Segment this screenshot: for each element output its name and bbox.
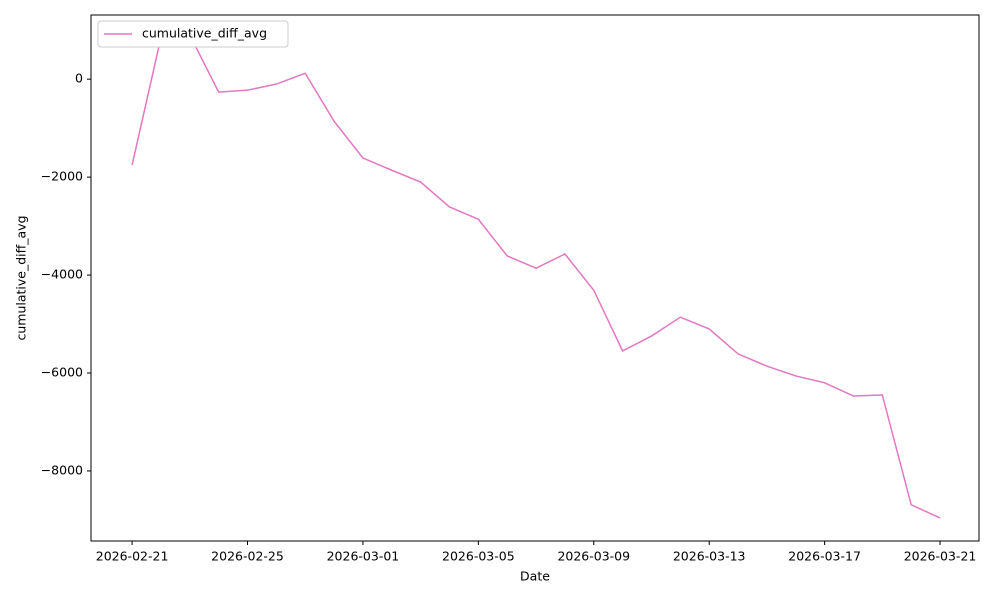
y-tick-label: −6000 — [41, 365, 83, 380]
x-tick-label: 2026-03-21 — [904, 549, 977, 564]
x-tick-label: 2026-02-25 — [211, 549, 284, 564]
legend-box — [97, 20, 289, 48]
y-tick-label: 0 — [75, 71, 83, 86]
y-tick-label: −8000 — [41, 462, 83, 477]
x-tick-label: 2026-03-13 — [673, 549, 746, 564]
line-series — [131, 34, 941, 519]
x-tick-label: 2026-03-01 — [327, 549, 400, 564]
plot-frame — [90, 14, 980, 542]
x-axis-label: Date — [520, 569, 550, 584]
x-tick-label: 2026-03-05 — [442, 549, 515, 564]
y-tick-label: −4000 — [41, 267, 83, 282]
y-tick-label: −2000 — [41, 169, 83, 184]
y-axis-label: cumulative_diff_avg — [14, 216, 29, 341]
x-tick-label: 2026-02-21 — [96, 549, 169, 564]
x-tick-label: 2026-03-09 — [557, 549, 630, 564]
x-tick-label: 2026-03-17 — [788, 549, 861, 564]
legend-label: cumulative_diff_avg — [142, 26, 267, 41]
